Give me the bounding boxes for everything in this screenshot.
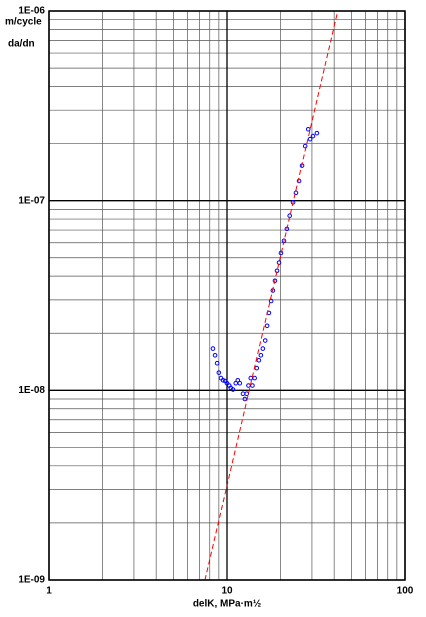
y-tick-label: 1E-06 [18,6,45,17]
y-tick-label: 1E-08 [18,385,45,396]
fit-line [204,11,339,580]
data-point [235,377,241,383]
data-point [272,278,278,284]
data-point [258,353,264,358]
plot-area [204,11,339,580]
data-point [252,375,257,381]
data-point [242,396,248,402]
data-point [264,323,270,329]
data-point [237,380,243,386]
data-point [278,250,284,256]
data-point [256,357,262,363]
y-units: m/cycle [5,17,42,28]
x-tick-label: 1 [46,586,52,597]
data-point [216,370,222,375]
x-axis-label: delK, MPa·m½ [193,599,261,610]
data-point [293,190,299,196]
data-point [314,130,320,136]
data-point [254,365,260,371]
data-point [250,383,255,388]
y-axis-label: da/dn [8,39,35,50]
data-point [220,377,226,383]
y-tick-label: 1E-07 [18,195,45,206]
tick-labels: 1 10 100 1E-09 1E-08 1E-07 1E-06 [18,6,413,597]
x-tick-label: 100 [397,586,414,597]
data-point [305,126,311,132]
data-point [310,133,316,139]
data-point [307,136,313,142]
plot-border [48,10,406,581]
data-point [244,391,249,396]
data-point [268,298,274,304]
grid [48,10,406,581]
data-point [296,178,302,184]
data-point [230,387,236,392]
data-point [246,383,251,388]
x-tick-label: 10 [221,586,233,597]
data-point [260,346,266,351]
data-point [212,353,218,358]
data-point [210,346,216,351]
data-point [302,143,308,149]
y-tick-label: 1E-09 [18,575,45,586]
data-point [240,391,246,396]
data-point [262,338,268,343]
data-point [214,360,220,366]
data-point [224,380,230,386]
